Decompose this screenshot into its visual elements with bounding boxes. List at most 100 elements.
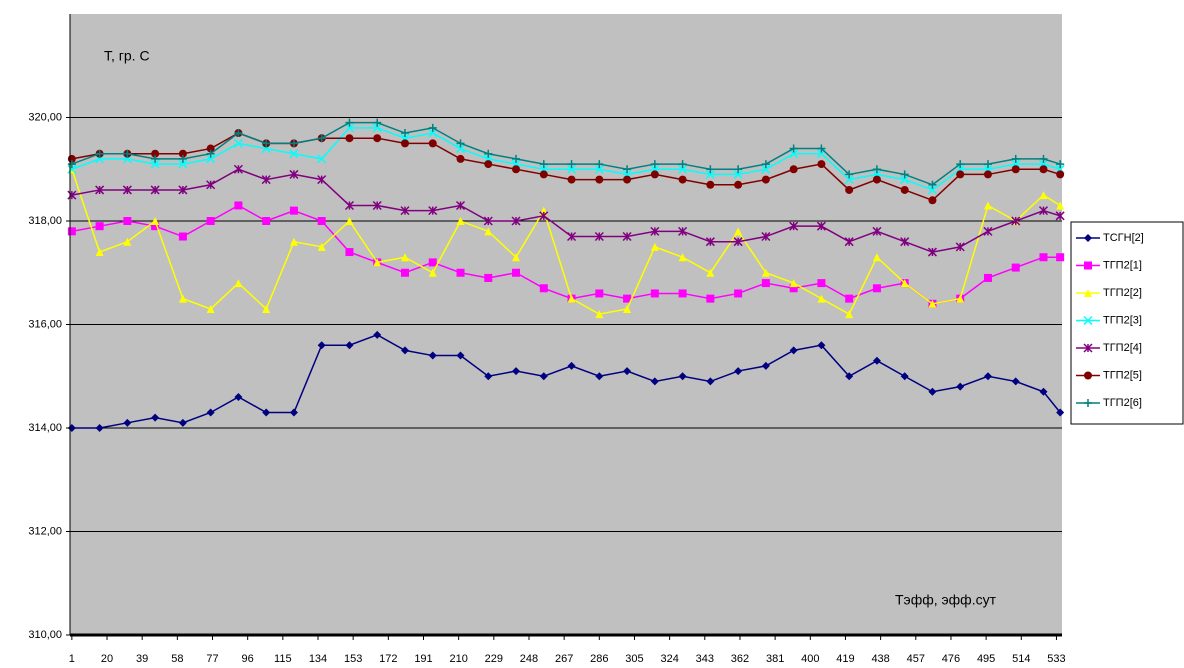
point (512, 253, 521, 262)
point (733, 169, 743, 179)
point (206, 154, 216, 164)
point (428, 206, 438, 216)
point (928, 180, 937, 189)
point (844, 237, 854, 247)
point (178, 149, 187, 158)
point (567, 231, 577, 242)
point (151, 413, 160, 422)
point (539, 372, 548, 381)
point (623, 367, 632, 376)
point (705, 237, 715, 247)
point (262, 408, 271, 417)
x-tick-label: 134 (309, 653, 327, 665)
point (734, 289, 743, 298)
point (206, 149, 215, 158)
x-tick-label: 533 (1047, 653, 1065, 665)
point (595, 310, 604, 319)
point (95, 149, 104, 158)
point (734, 367, 743, 376)
point (483, 216, 493, 226)
point (761, 268, 770, 277)
point (817, 341, 826, 350)
point (484, 160, 493, 169)
point (400, 346, 409, 355)
x-tick-label: 115 (274, 653, 292, 665)
point (706, 377, 715, 386)
point (206, 144, 215, 153)
legend-marker (1083, 315, 1093, 326)
point (678, 164, 688, 174)
point (678, 226, 688, 236)
legend-label: ТГП2[1] (1103, 259, 1142, 271)
legend-label: ТГП2[2] (1103, 287, 1142, 299)
point (817, 294, 826, 303)
x-tick-label: 476 (942, 653, 960, 665)
point (789, 144, 798, 153)
point (761, 361, 770, 370)
point (151, 217, 160, 225)
point (234, 129, 243, 138)
point (761, 231, 771, 242)
legend-marker (1084, 261, 1092, 270)
point (1011, 377, 1020, 386)
point (345, 341, 354, 350)
x-tick-label: 58 (171, 653, 183, 665)
point (734, 227, 743, 236)
point (623, 294, 632, 303)
point (206, 408, 215, 417)
point (1039, 165, 1048, 174)
x-tick-label: 1 (69, 653, 75, 665)
point (900, 279, 909, 288)
point (150, 159, 160, 169)
point (567, 164, 577, 174)
y-tick-label: 316,00 (28, 318, 62, 330)
legend-label: ТГП2[3] (1103, 314, 1142, 326)
point (345, 118, 354, 127)
point (456, 154, 465, 163)
point (983, 170, 992, 179)
point (900, 170, 909, 179)
x-tick-label: 305 (625, 653, 643, 665)
point (150, 185, 160, 195)
point (928, 387, 937, 396)
point (789, 149, 799, 159)
point (484, 273, 493, 282)
point (650, 226, 660, 236)
point (956, 382, 965, 391)
point (567, 361, 576, 370)
point (539, 160, 548, 169)
point (233, 138, 243, 148)
legend-marker (1083, 343, 1093, 353)
point (262, 139, 271, 148)
point (594, 231, 604, 242)
point (928, 196, 937, 205)
point (872, 165, 881, 174)
y-tick-label: 318,00 (28, 215, 62, 227)
point (983, 201, 992, 210)
point (455, 144, 466, 154)
point (484, 227, 493, 236)
x-tick-label: 324 (660, 653, 678, 665)
point (67, 164, 77, 174)
point (928, 299, 937, 308)
point (511, 216, 521, 226)
point (400, 253, 409, 262)
x-tick-label: 229 (485, 653, 503, 665)
point (1039, 191, 1048, 200)
point (956, 294, 965, 303)
point (595, 289, 604, 298)
x-tick-label: 153 (344, 653, 362, 665)
point (539, 211, 549, 221)
y-tick-label: 320,00 (28, 111, 62, 123)
point (900, 237, 910, 247)
point (512, 165, 521, 174)
point (67, 160, 76, 169)
point (428, 128, 438, 138)
y-tick-label: 310,00 (28, 629, 62, 641)
series-group (67, 118, 1065, 432)
point (123, 149, 132, 158)
point (650, 170, 659, 179)
point (317, 341, 326, 350)
x-tick-label: 20 (101, 653, 113, 665)
